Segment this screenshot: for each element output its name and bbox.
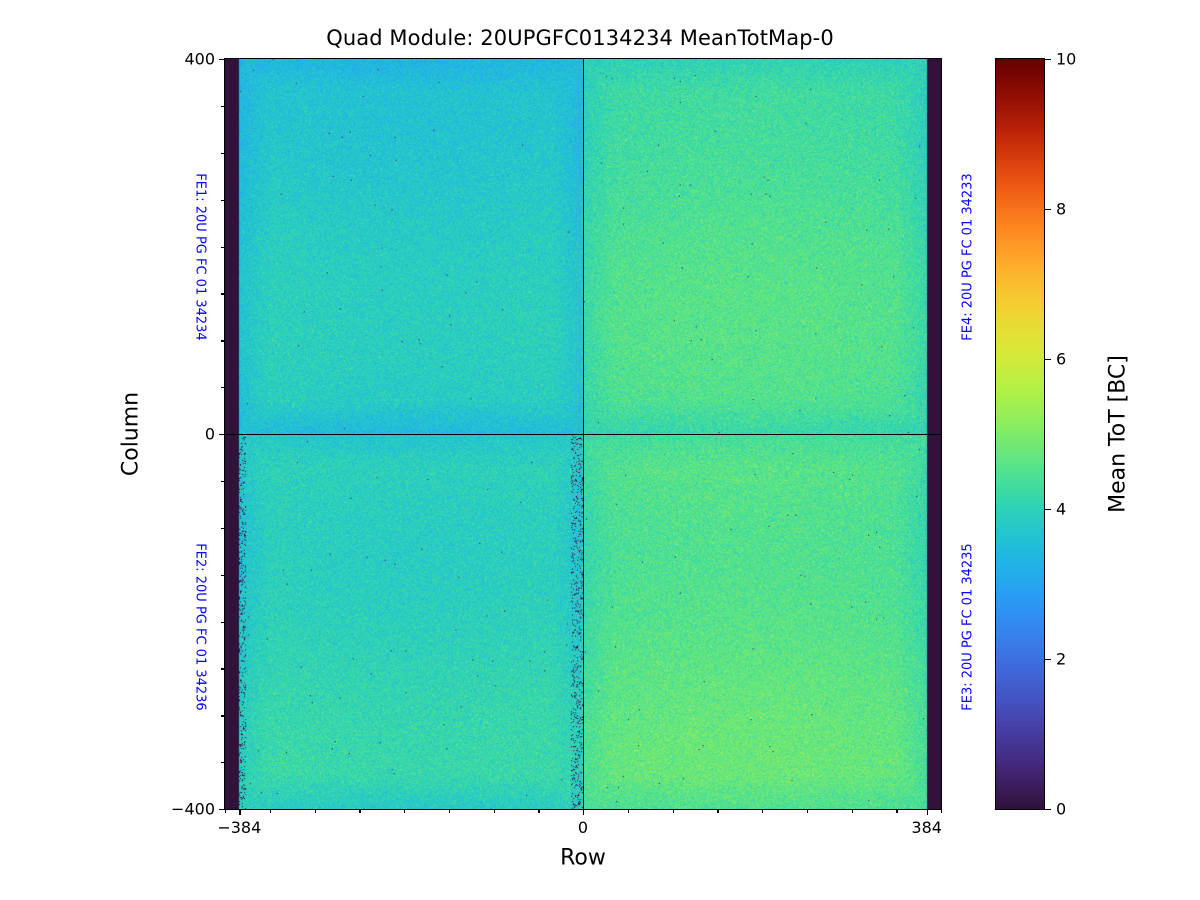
y-major-tick xyxy=(219,434,225,436)
x-minor-tick xyxy=(806,809,809,813)
x-minor-tick xyxy=(359,809,361,813)
x-minor-tick xyxy=(762,809,764,813)
x-minor-tick xyxy=(896,809,898,813)
colorbar-tick-label: 6 xyxy=(1056,349,1067,369)
quadrant-divider-horizontal xyxy=(225,434,941,436)
y-minor-tick xyxy=(221,762,225,764)
colorbar-tick xyxy=(1044,359,1051,361)
fe-label-fe2: FE2: 20U PG FC 01 34236 xyxy=(192,543,208,711)
colorbar-tick xyxy=(1044,59,1051,61)
y-minor-tick xyxy=(221,480,225,483)
y-tick-label: −400 xyxy=(171,799,215,819)
y-minor-tick xyxy=(221,293,225,295)
colorbar-gradient xyxy=(996,59,1044,809)
x-axis-title: Row xyxy=(560,845,606,871)
x-minor-tick xyxy=(269,809,272,813)
heatmap-axes[interactable]: −384 0 384 −400 0 400 xyxy=(171,50,943,837)
colorbar-tick xyxy=(1044,509,1051,511)
x-major-tick xyxy=(926,809,928,815)
colorbar-title: Mean ToT [BC] xyxy=(1105,355,1131,513)
y-minor-tick xyxy=(221,246,225,248)
y-minor-tick xyxy=(221,715,225,717)
y-minor-tick xyxy=(221,574,225,576)
x-minor-tick xyxy=(404,809,406,813)
y-minor-tick xyxy=(221,340,225,342)
x-tick-label: 0 xyxy=(577,818,589,837)
y-major-tick xyxy=(219,809,225,811)
x-tick-label: −384 xyxy=(217,818,262,837)
colorbar-tick xyxy=(1044,809,1051,811)
fe-label-fe3: FE3: 20U PG FC 01 34235 xyxy=(960,543,976,711)
colorbar[interactable]: 0 2 4 6 8 10 xyxy=(995,50,1076,819)
fe-label-fe4: FE4: 20U PG FC 01 34233 xyxy=(960,173,976,341)
x-major-tick xyxy=(239,809,241,815)
x-minor-tick xyxy=(851,809,853,813)
x-minor-tick xyxy=(225,809,227,813)
x-minor-tick xyxy=(314,809,316,813)
fe-label-fe1: FE1: 20U PG FC 01 34234 xyxy=(192,173,208,341)
x-major-tick xyxy=(583,809,585,815)
colorbar-tick-label: 10 xyxy=(1056,49,1077,69)
y-minor-tick xyxy=(221,621,225,623)
x-minor-tick xyxy=(672,809,674,813)
x-minor-tick xyxy=(538,809,540,813)
y-minor-tick xyxy=(221,105,225,108)
colorbar-tick-label: 8 xyxy=(1056,199,1067,219)
x-minor-tick xyxy=(627,809,630,813)
y-minor-tick xyxy=(221,668,225,670)
y-minor-tick xyxy=(221,527,225,530)
x-minor-tick xyxy=(448,809,451,813)
y-minor-tick xyxy=(221,387,225,389)
colorbar-tick xyxy=(1044,659,1051,661)
y-tick-label: 400 xyxy=(184,49,215,69)
y-axis-title: Column xyxy=(118,391,144,477)
page-title: Quad Module: 20UPGFC0134234 MeanTotMap-0 xyxy=(326,26,834,50)
y-major-tick xyxy=(219,59,225,61)
colorbar-tick-label: 0 xyxy=(1056,799,1067,819)
x-minor-tick xyxy=(717,809,719,813)
x-minor-tick xyxy=(493,809,495,813)
x-minor-tick xyxy=(941,809,943,813)
y-minor-tick xyxy=(221,199,225,201)
colorbar-tick xyxy=(1044,209,1051,211)
y-minor-tick xyxy=(221,152,225,155)
y-tick-label: 0 xyxy=(204,424,215,444)
colorbar-tick-label: 2 xyxy=(1056,649,1067,669)
colorbar-tick-label: 4 xyxy=(1056,499,1067,519)
x-tick-label: 384 xyxy=(911,818,942,837)
